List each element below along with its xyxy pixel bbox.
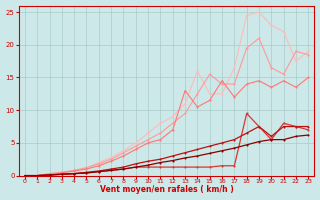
- X-axis label: Vent moyen/en rafales ( km/h ): Vent moyen/en rafales ( km/h ): [100, 185, 234, 194]
